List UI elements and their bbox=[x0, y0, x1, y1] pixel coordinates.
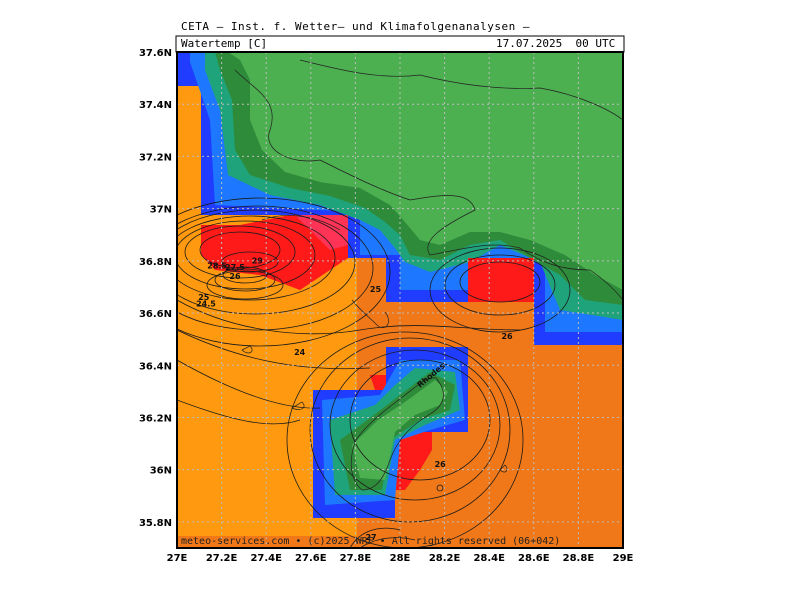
lon-tick-label: 27.8E bbox=[340, 553, 372, 564]
lon-tick-label: 27E bbox=[167, 553, 188, 564]
isotherm-contours bbox=[177, 197, 571, 548]
lat-tick-label: 36.4N bbox=[139, 361, 172, 372]
lat-tick-label: 36.2N bbox=[139, 413, 172, 424]
lat-tick-label: 37.4N bbox=[139, 100, 172, 111]
contour-label: 27 bbox=[365, 533, 376, 542]
lon-tick-label: 29E bbox=[613, 553, 634, 564]
contour-label: 25 bbox=[370, 285, 382, 294]
contour-label: 25 bbox=[198, 293, 210, 302]
lat-tick-label: 36N bbox=[150, 466, 172, 477]
lon-tick-label: 27.6E bbox=[295, 553, 327, 564]
lon-tick-label: 28E bbox=[390, 553, 411, 564]
hot-core bbox=[295, 215, 348, 250]
contour-label: 28.5 bbox=[207, 262, 227, 271]
lon-tick-label: 28.6E bbox=[518, 553, 550, 564]
contour-label: 27.5 bbox=[225, 263, 245, 272]
lon-tick-label: 28.8E bbox=[563, 553, 595, 564]
parameter-label: Watertemp [C] bbox=[181, 37, 268, 50]
lat-tick-label: 36.6N bbox=[139, 309, 172, 320]
datetime-label: 17.07.2025 00 UTC bbox=[496, 37, 616, 50]
lat-tick-label: 37N bbox=[150, 205, 172, 216]
longitude-axis: 27E 27.2E 27.4E 27.6E 27.8E 28E 28.2E 28.4E 28.6… bbox=[167, 553, 634, 564]
contour-label: 29 bbox=[252, 256, 264, 265]
hot-patch-rhodes-east bbox=[395, 430, 432, 490]
coastlines bbox=[234, 59, 623, 491]
lat-tick-label: 37.2N bbox=[139, 152, 172, 163]
contour-label: 24 bbox=[294, 348, 306, 357]
lon-tick-label: 28.2E bbox=[429, 553, 461, 564]
lon-tick-label: 27.2E bbox=[206, 553, 238, 564]
chart-title: CETA — Inst. f. Wetter— und Klimafolgena… bbox=[181, 20, 531, 33]
contour-label: 26 bbox=[229, 272, 241, 281]
contour-label: 26 bbox=[435, 460, 447, 469]
lon-tick-label: 27.4E bbox=[250, 553, 282, 564]
lat-tick-label: 36.8N bbox=[139, 257, 172, 268]
lon-tick-label: 28.4E bbox=[473, 553, 505, 564]
lat-tick-label: 37.6N bbox=[139, 48, 172, 59]
contour-label: 26 bbox=[501, 332, 513, 341]
lat-lon-grid bbox=[177, 52, 623, 548]
land-field bbox=[228, 52, 623, 290]
lat-tick-label: 35.8N bbox=[139, 518, 172, 529]
plot-frame bbox=[176, 51, 624, 549]
latitude-axis: 35.8N 36N 36.2N 36.4N 36.6N 36.8N 37N 37.2N 37.4… bbox=[139, 48, 172, 529]
header-box bbox=[175, 35, 625, 53]
hot-patch-east bbox=[468, 258, 534, 302]
contour-label: 24.5 bbox=[196, 300, 216, 309]
copyright-credit: meteo-services.com • (c)2025 WRF • All r… bbox=[181, 536, 561, 547]
